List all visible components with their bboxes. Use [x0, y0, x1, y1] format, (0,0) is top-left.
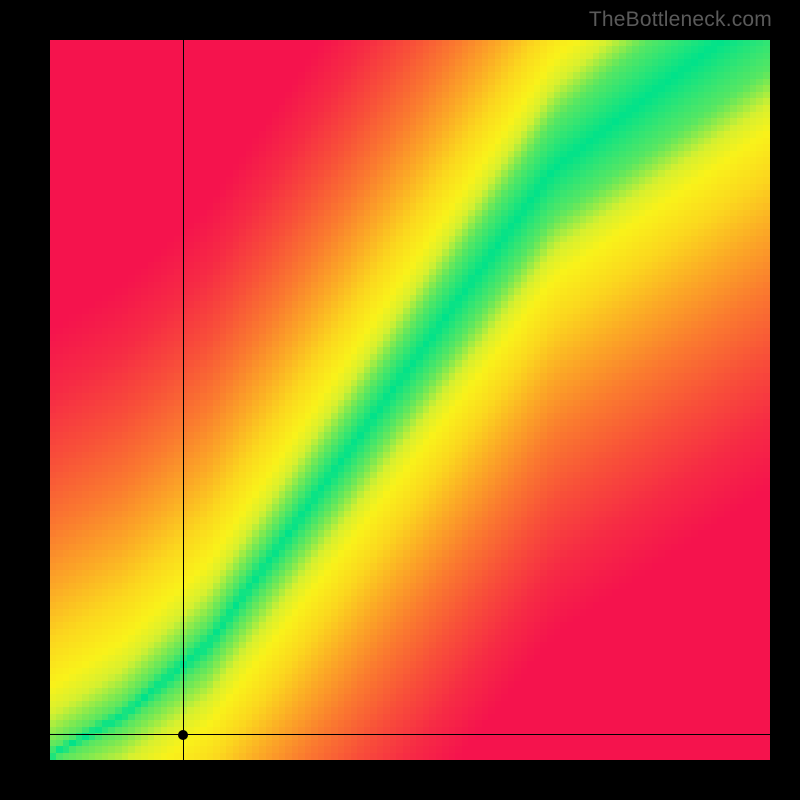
chart-container: TheBottleneck.com [0, 0, 800, 800]
watermark-text: TheBottleneck.com [589, 8, 772, 32]
heatmap-canvas [50, 40, 770, 760]
heatmap-plot[interactable] [50, 40, 770, 760]
